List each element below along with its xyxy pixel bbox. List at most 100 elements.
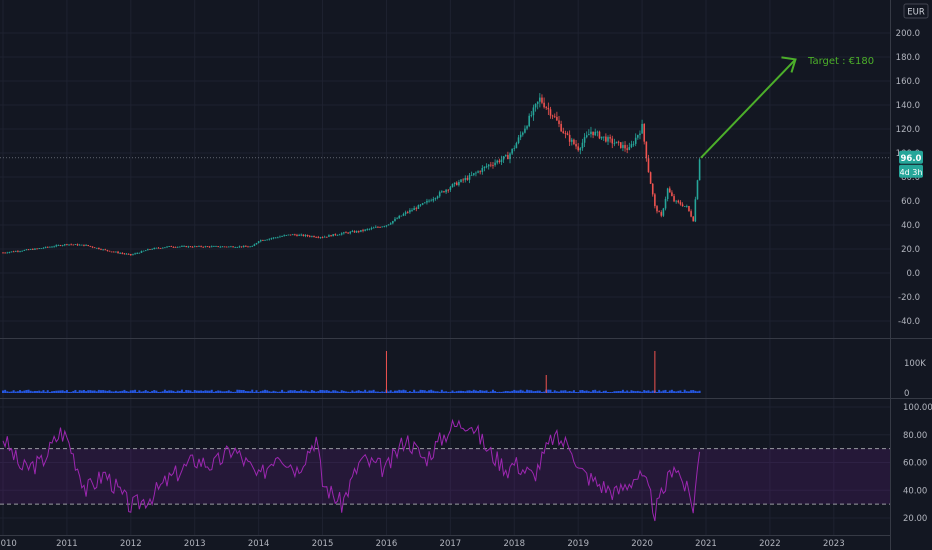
candle-body xyxy=(238,246,241,248)
candle-down xyxy=(357,230,360,234)
candle-up xyxy=(236,246,239,248)
candle-up xyxy=(588,129,590,136)
candle-body xyxy=(511,148,513,154)
volume-bar xyxy=(468,390,471,393)
candle-body xyxy=(317,237,320,238)
candle-body xyxy=(225,246,228,248)
volume-bar xyxy=(517,390,520,393)
volume-bar xyxy=(23,390,26,393)
volume-tick-label: 100K xyxy=(904,359,926,369)
candle-body xyxy=(17,251,19,252)
candle-down xyxy=(624,141,626,152)
volume-axis[interactable]: 100K 0 xyxy=(904,359,926,399)
volume-bar xyxy=(138,390,141,393)
candle-up xyxy=(300,233,303,237)
candle-body xyxy=(57,245,60,246)
candle-body xyxy=(666,188,669,199)
candle-down xyxy=(149,248,151,250)
volume-bar xyxy=(668,390,671,393)
candle-down xyxy=(668,186,671,193)
candle-down xyxy=(654,193,656,209)
candle-body xyxy=(502,156,505,160)
candle-down xyxy=(59,244,62,247)
volume-bar xyxy=(575,392,578,393)
volume-bar xyxy=(193,389,196,393)
candle-up xyxy=(221,245,224,248)
candle-up xyxy=(183,245,185,247)
volume-bar xyxy=(142,391,145,393)
volume-bar xyxy=(483,390,486,393)
volume-bar xyxy=(112,391,115,393)
candle-body xyxy=(255,242,258,245)
volume-bar xyxy=(566,391,569,393)
candle-body xyxy=(357,230,360,232)
candle-body xyxy=(91,246,94,248)
time-axis[interactable]: 2010 2011 2012 2013 2014 2015 2016 2017 2018 2019… xyxy=(0,539,845,549)
volume-bar xyxy=(398,389,401,393)
rsi-series xyxy=(0,418,890,522)
candle-up xyxy=(340,232,343,236)
candle-down xyxy=(611,135,614,149)
candle-down xyxy=(317,235,320,239)
candle-body xyxy=(547,107,550,110)
candle-up xyxy=(102,249,104,251)
candle-down xyxy=(377,226,379,228)
volume-bar xyxy=(99,390,102,393)
candle-down xyxy=(208,246,211,248)
candle-up xyxy=(181,245,183,247)
volume-bar xyxy=(368,390,371,393)
volume-bar xyxy=(421,390,424,393)
candle-up xyxy=(600,136,603,140)
time-tick-label: 2019 xyxy=(567,539,589,549)
candle-body xyxy=(355,230,358,233)
candle-down xyxy=(245,245,247,247)
candle-down xyxy=(93,247,96,249)
volume-bar xyxy=(404,390,407,393)
volume-bar xyxy=(621,389,624,393)
candle-body xyxy=(234,247,237,248)
volume-bar xyxy=(114,390,117,393)
candle-body xyxy=(681,204,684,207)
candle-body xyxy=(579,148,582,151)
price-tick-label: 40.0 xyxy=(901,221,920,231)
currency-button[interactable]: EUR xyxy=(903,3,929,19)
candle-body xyxy=(191,246,194,248)
volume-bar xyxy=(334,390,337,393)
candle-body xyxy=(61,245,64,247)
volume-bar xyxy=(180,389,183,393)
candle-body xyxy=(210,246,213,248)
candle-down xyxy=(649,171,652,184)
candle-up xyxy=(63,243,66,247)
candle-body xyxy=(477,171,479,173)
candle-body xyxy=(673,196,675,202)
volume-bar xyxy=(534,391,537,393)
candle-body xyxy=(447,189,450,191)
volume-bar xyxy=(227,390,230,393)
rsi-axis[interactable]: 100.00 80.00 60.00 40.00 20.00 xyxy=(903,403,932,524)
candle-body xyxy=(470,174,473,176)
candle-up xyxy=(451,183,454,188)
volume-bar xyxy=(583,390,586,393)
time-tick-label: 2010 xyxy=(0,539,17,549)
rsi-tick-label: 20.00 xyxy=(903,514,927,524)
target-arrow-head xyxy=(781,56,797,73)
candle-body xyxy=(438,192,441,197)
volume-bar xyxy=(202,390,205,393)
candle-up xyxy=(25,248,28,251)
candle-body xyxy=(159,248,162,249)
volume-bar xyxy=(283,391,286,393)
volume-bar xyxy=(513,389,516,393)
candle-body xyxy=(262,240,264,241)
candle-body xyxy=(517,137,520,144)
candle-up xyxy=(630,140,633,149)
candle-up xyxy=(29,248,32,250)
volume-bar xyxy=(438,391,441,393)
volume-bar xyxy=(526,389,529,393)
candle-body xyxy=(622,145,624,148)
candle-body xyxy=(51,246,53,248)
volume-bar xyxy=(656,392,659,393)
candle-body xyxy=(72,244,75,246)
candle-body xyxy=(189,246,192,248)
candle-up xyxy=(360,230,362,233)
